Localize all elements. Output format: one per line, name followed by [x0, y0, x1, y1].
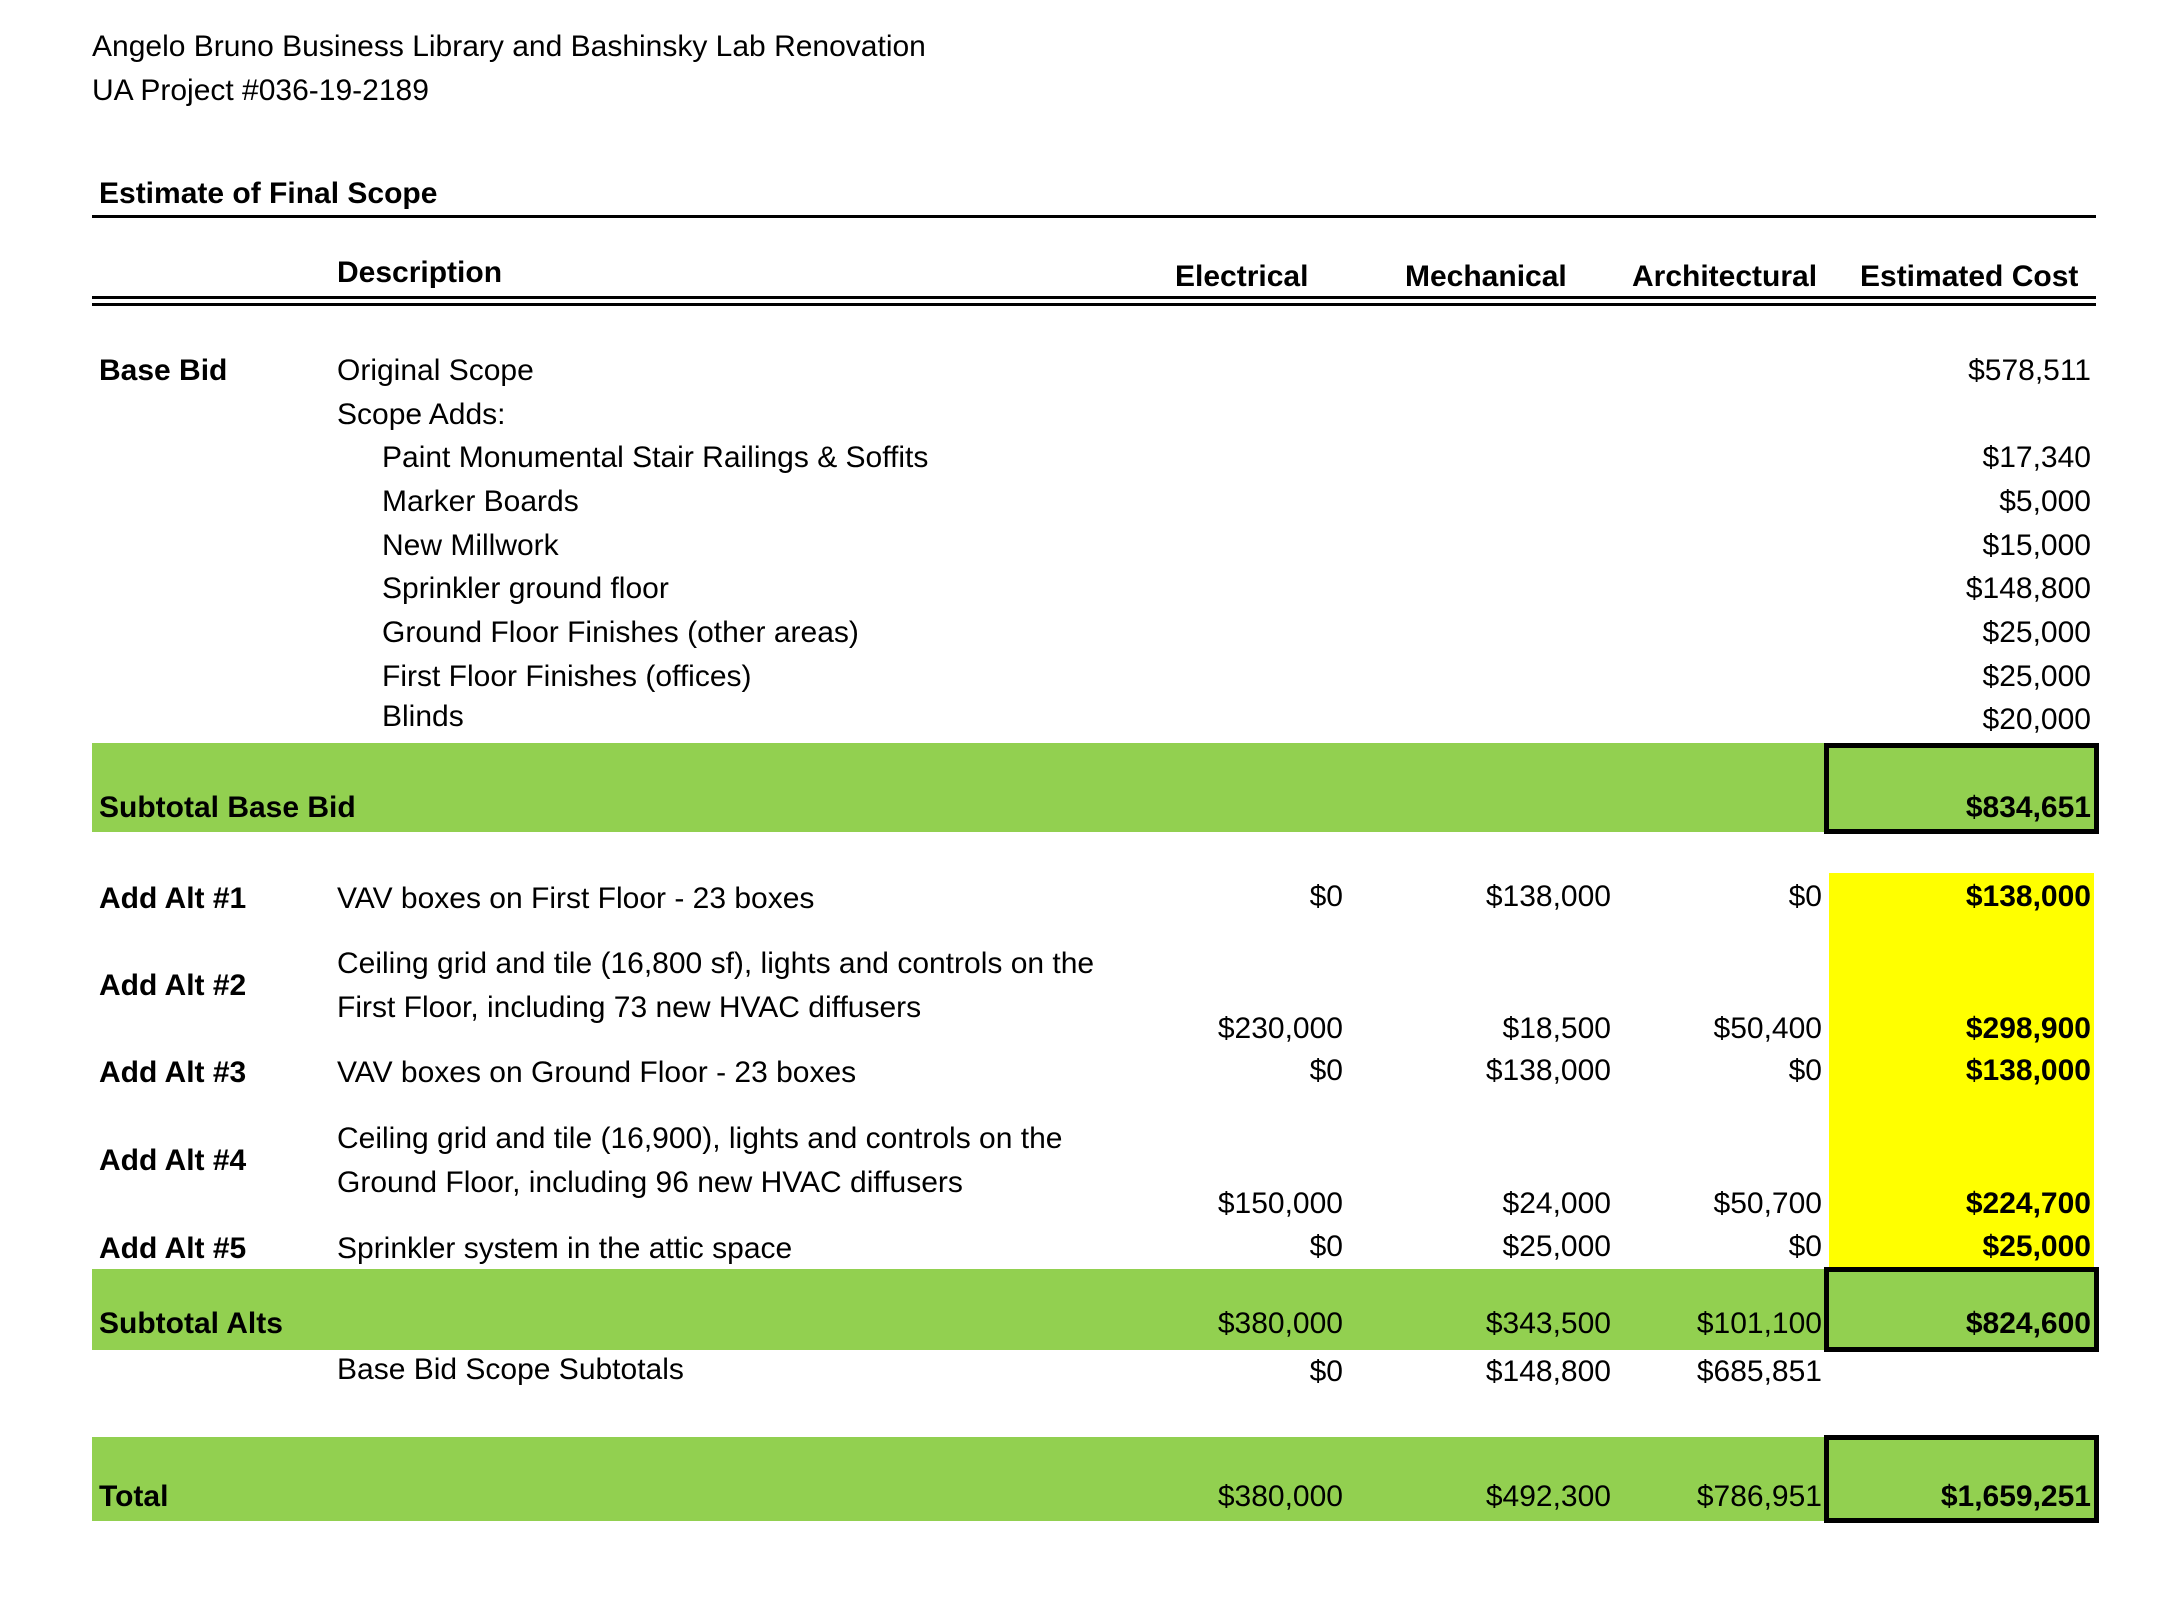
base-bid-scope-subtotals-architectural: $685,851 — [1696, 1355, 1822, 1388]
alt-electrical: $0 — [1309, 1054, 1343, 1087]
alt-electrical: $0 — [1309, 880, 1343, 913]
total-architectural: $786,951 — [1696, 1480, 1822, 1513]
alt-architectural: $50,700 — [1713, 1187, 1822, 1220]
total-label: Total — [99, 1480, 169, 1513]
header-double-rule-bottom — [92, 303, 2096, 306]
subtotal-alts-box — [1824, 1267, 2099, 1352]
total-electrical: $380,000 — [1217, 1480, 1343, 1513]
subtotal-alts-band — [92, 1269, 2096, 1350]
original-scope-cost: $578,511 — [1968, 354, 2091, 387]
alt-desc: Ceiling grid and tile (16,800 sf), light… — [337, 947, 1095, 980]
alt-desc: Ceiling grid and tile (16,900), lights a… — [337, 1122, 1063, 1155]
scope-add-cost: $17,340 — [1982, 441, 2091, 474]
total-box — [1824, 1435, 2099, 1523]
scope-add-cost: $25,000 — [1982, 660, 2091, 693]
subtotal-alts-electrical: $380,000 — [1217, 1307, 1343, 1340]
alt-cost: $138,000 — [1965, 880, 2091, 913]
scope-add-desc: First Floor Finishes (offices) — [382, 660, 752, 693]
subtotal-base-bid-cost: $834,651 — [1965, 791, 2091, 824]
scope-add-desc: Sprinkler ground floor — [382, 572, 669, 605]
alt-electrical: $230,000 — [1217, 1012, 1343, 1045]
alt-label: Add Alt #3 — [99, 1056, 247, 1089]
alt-cost-highlight — [1829, 873, 2094, 1269]
base-bid-label: Base Bid — [99, 354, 228, 387]
alt-electrical: $150,000 — [1217, 1187, 1343, 1220]
total-cost: $1,659,251 — [1940, 1480, 2091, 1513]
alt-desc: VAV boxes on First Floor - 23 boxes — [337, 882, 815, 915]
alt-cost: $224,700 — [1965, 1187, 2091, 1220]
alt-architectural: $0 — [1788, 880, 1822, 913]
subtotal-alts-label: Subtotal Alts — [99, 1307, 283, 1340]
subtotal-base-bid-box — [1824, 743, 2099, 834]
project-title: Angelo Bruno Business Library and Bashin… — [92, 30, 926, 63]
alt-desc: Sprinkler system in the attic space — [337, 1232, 793, 1265]
alt-mechanical: $25,000 — [1502, 1230, 1611, 1263]
alt-mechanical: $138,000 — [1485, 880, 1611, 913]
col-header-electrical: Electrical — [1175, 260, 1309, 293]
alt-mechanical: $24,000 — [1502, 1187, 1611, 1220]
scope-add-desc: Marker Boards — [382, 485, 579, 518]
base-bid-scope-subtotals-mechanical: $148,800 — [1485, 1355, 1611, 1388]
alt-mechanical: $138,000 — [1485, 1054, 1611, 1087]
total-band — [92, 1437, 2096, 1521]
original-scope-desc: Original Scope — [337, 354, 534, 387]
scope-add-desc: Paint Monumental Stair Railings & Soffit… — [382, 441, 929, 474]
base-bid-scope-subtotals-label: Base Bid Scope Subtotals — [337, 1353, 684, 1386]
subtotal-base-bid-band — [92, 743, 2096, 832]
scope-add-cost: $20,000 — [1982, 703, 2091, 736]
alt-label: Add Alt #1 — [99, 882, 247, 915]
alt-desc: VAV boxes on Ground Floor - 23 boxes — [337, 1056, 857, 1089]
scope-add-cost: $5,000 — [1999, 485, 2091, 518]
alt-label: Add Alt #2 — [99, 969, 247, 1002]
section-title: Estimate of Final Scope — [99, 177, 438, 210]
alt-architectural: $50,400 — [1713, 1012, 1822, 1045]
scope-add-desc: Ground Floor Finishes (other areas) — [382, 616, 859, 649]
alt-electrical: $0 — [1309, 1230, 1343, 1263]
scope-add-desc: Blinds — [382, 700, 464, 733]
alt-cost: $25,000 — [1982, 1230, 2091, 1263]
alt-cost: $138,000 — [1965, 1054, 2091, 1087]
scope-add-cost: $25,000 — [1982, 616, 2091, 649]
base-bid-scope-subtotals-electrical: $0 — [1309, 1355, 1343, 1388]
alt-desc-line2: Ground Floor, including 96 new HVAC diff… — [337, 1166, 963, 1199]
col-header-estimated-cost: Estimated Cost — [1860, 260, 2079, 293]
col-header-mechanical: Mechanical — [1405, 260, 1567, 293]
header-double-rule-top — [92, 296, 2096, 299]
col-header-architectural: Architectural — [1632, 260, 1818, 293]
alt-label: Add Alt #5 — [99, 1232, 247, 1265]
alt-architectural: $0 — [1788, 1230, 1822, 1263]
scope-adds-label: Scope Adds: — [337, 398, 506, 431]
title-rule — [92, 215, 2096, 218]
subtotal-base-bid-label: Subtotal Base Bid — [99, 791, 356, 824]
scope-add-desc: New Millwork — [382, 529, 559, 562]
subtotal-alts-architectural: $101,100 — [1696, 1307, 1822, 1340]
subtotal-alts-mechanical: $343,500 — [1485, 1307, 1611, 1340]
project-number: UA Project #036-19-2189 — [92, 74, 429, 107]
alt-label: Add Alt #4 — [99, 1144, 247, 1177]
alt-desc-line2: First Floor, including 73 new HVAC diffu… — [337, 991, 922, 1024]
col-header-description: Description — [337, 256, 503, 289]
total-mechanical: $492,300 — [1485, 1480, 1611, 1513]
alt-cost: $298,900 — [1965, 1012, 2091, 1045]
alt-mechanical: $18,500 — [1502, 1012, 1611, 1045]
alt-architectural: $0 — [1788, 1054, 1822, 1087]
scope-add-cost: $148,800 — [1965, 572, 2091, 605]
subtotal-alts-cost: $824,600 — [1965, 1307, 2091, 1340]
scope-add-cost: $15,000 — [1982, 529, 2091, 562]
